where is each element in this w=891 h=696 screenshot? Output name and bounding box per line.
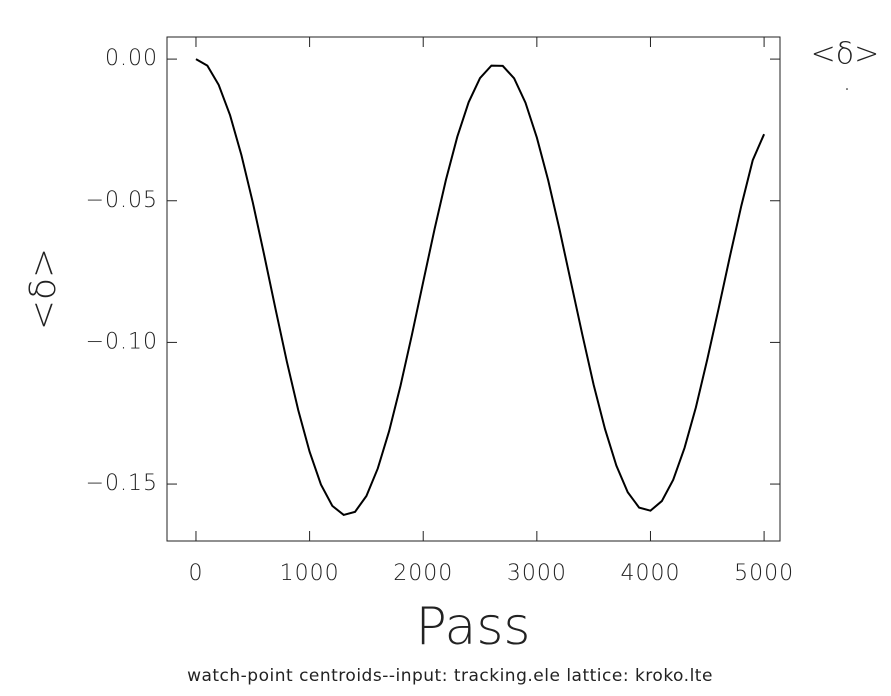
legend-label: <δ> — [811, 37, 880, 72]
y-tick-label: −0.10 — [86, 329, 158, 354]
y-tick-label: −0.05 — [86, 188, 158, 213]
y-tick-label: 0.00 — [105, 46, 158, 71]
data-line — [195, 58, 766, 517]
legend-marker — [846, 88, 848, 90]
x-axis-label: Pass — [415, 597, 530, 657]
x-tick-label: 3000 — [507, 561, 567, 586]
chart-title: watch-point centroids--input: tracking.e… — [187, 666, 713, 686]
x-tick-label: 2000 — [393, 561, 453, 586]
x-tick-label: 4000 — [620, 561, 680, 586]
plot-frame — [166, 36, 781, 542]
y-tick-label: −0.15 — [86, 471, 158, 496]
x-tick-label: 5000 — [734, 561, 794, 586]
x-tick-label: 0 — [188, 561, 203, 586]
x-tick-label: 1000 — [280, 561, 340, 586]
y-axis-label: <δ> — [23, 248, 64, 330]
